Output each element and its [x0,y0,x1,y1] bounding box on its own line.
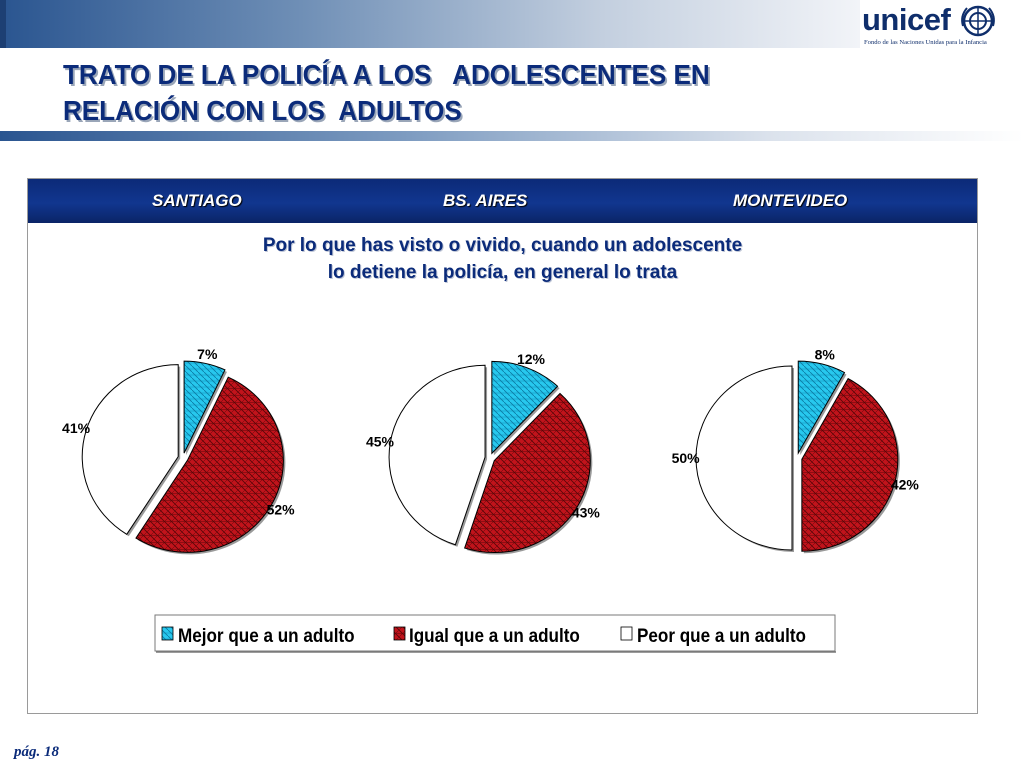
legend-label-mejor: Mejor que a un adulto [178,625,355,646]
pie-label-santiago-igual: 52% [267,501,296,517]
pie-slice-montevideo-igual [801,377,899,552]
page-title: TRATO DE LA POLICÍA A LOS ADOLESCENTES E… [63,57,900,129]
pie-label-montevideo-igual: 42% [891,477,920,493]
pie-slice-santiago-igual [135,376,284,553]
pie-label-santiago-mejor: 7% [197,346,218,362]
chart-legend: Mejor que a un adulto Igual que a un adu… [154,614,836,653]
title-underline-bar [0,131,1024,141]
pie-label-montevideo-peor: 50% [672,450,701,466]
city-label-bs-aires: BS. AIRES [443,191,528,210]
globe-emblem-icon [961,5,995,37]
pie-label-montevideo-mejor: 8% [815,347,836,363]
city-label-santiago: SANTIAGO [152,191,242,210]
city-label-montevideo: MONTEVIDEO [733,191,848,210]
legend-label-igual: Igual que a un adulto [409,625,580,646]
pie-label-bs-aires-peor: 45% [366,433,395,449]
top-banner-edge [0,0,6,48]
legend-label-peor: Peor que a un adulto [637,625,806,646]
survey-question-line1: Por lo que has visto o vivido, cuando un… [262,235,743,256]
pie-label-santiago-peor: 41% [62,420,91,436]
logo-subtitle: Fondo de las Naciones Unidas para la Inf… [864,39,987,46]
survey-question: Por lo que has visto o vivido, cuando un… [28,232,977,286]
top-banner [0,0,860,48]
pie-slice-bs-aires-igual [463,392,591,554]
legend-swatch-igual [393,626,406,641]
unicef-logo: unicef Fondo de las Naciones Unidas para… [858,2,1018,50]
page-number: pág. 18 [14,744,59,760]
pie-slice-santiago-peor [81,364,179,535]
pie-slice-montevideo-mejor [797,360,846,456]
legend-swatch-mejor [161,626,174,641]
page-title-line2: RELACIÓN CON LOS ADULTOS [63,95,462,126]
legend-swatch-peor [620,626,633,641]
pie-label-bs-aires-igual: 43% [572,504,601,520]
pie-slice-bs-aires-peor [388,364,486,546]
city-header-bar: SANTIAGO BS. AIRES MONTEVIDEO [28,179,977,223]
legend-box [154,614,836,652]
pie-slice-montevideo-peor [695,365,793,551]
page-title-line1: TRATO DE LA POLICÍA A LOS ADOLESCENTES E… [63,59,710,90]
pie-label-bs-aires-mejor: 12% [517,351,546,367]
pie-slice-bs-aires-mejor [491,360,559,455]
survey-question-line2: lo detiene la policía, en general lo tra… [327,262,678,283]
pie-slice-santiago-mejor [183,360,226,454]
logo-wordmark: unicef [862,2,951,37]
